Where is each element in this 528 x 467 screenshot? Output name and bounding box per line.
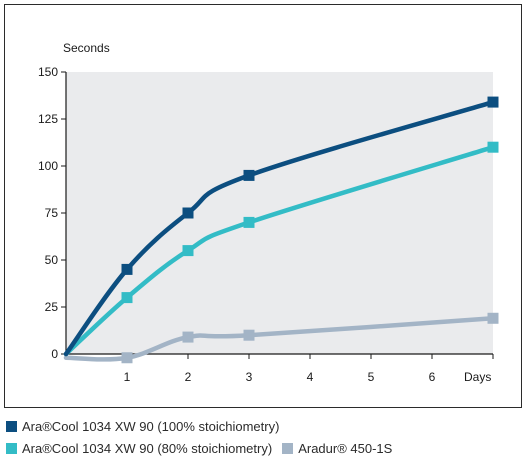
data-point — [182, 331, 194, 343]
data-point — [487, 312, 499, 324]
y-tick-label: 100 — [38, 159, 58, 173]
series-1 — [63, 141, 499, 357]
y-tick-label: 25 — [45, 300, 59, 314]
data-point — [182, 245, 194, 257]
series-layer — [63, 96, 499, 364]
y-tick-label: 0 — [51, 347, 58, 361]
series-line — [63, 99, 496, 357]
data-point — [243, 169, 255, 181]
legend-label: Ara®Cool 1034 XW 90 (80% stoichiometry) — [22, 441, 273, 456]
y-tick-label: 50 — [45, 253, 59, 267]
x-tick-label: 1 — [124, 370, 131, 384]
legend-swatch-icon — [6, 421, 17, 432]
data-point — [121, 263, 133, 275]
data-point — [487, 96, 499, 108]
data-point — [182, 207, 194, 219]
legend-row-1: Ara®Cool 1034 XW 90 (100% stoichiometry) — [6, 419, 289, 434]
x-tick-label: 5 — [368, 370, 375, 384]
series-0 — [63, 96, 499, 357]
legend-swatch-icon — [6, 443, 17, 454]
legend-label: Aradur® 450-1S — [298, 441, 393, 456]
chart-frame: Seconds Days 0 25 50 75 100 125 150 1 2 3 4 5 6 — [4, 4, 522, 408]
y-tick-label: 75 — [45, 206, 59, 220]
y-tick-label: 125 — [38, 112, 58, 126]
x-tick-label: 3 — [246, 370, 253, 384]
data-point — [121, 352, 133, 364]
x-tick-label: 2 — [185, 370, 192, 384]
series-line — [63, 144, 496, 357]
x-axis-label: Days — [464, 370, 491, 384]
legend-item-100-stoichiometry: Ara®Cool 1034 XW 90 (100% stoichiometry) — [6, 419, 279, 434]
data-point — [121, 292, 133, 304]
data-point — [487, 141, 499, 153]
legend-item-80-stoichiometry: Ara®Cool 1034 XW 90 (80% stoichiometry) — [6, 441, 272, 456]
data-point — [243, 216, 255, 228]
x-tick-label: 6 — [429, 370, 436, 384]
x-tick-label: 4 — [307, 370, 314, 384]
legend-label: Ara®Cool 1034 XW 90 (100% stoichiometry) — [22, 419, 280, 434]
legend-item-aradur: Aradur® 450-1S — [282, 441, 392, 456]
y-tick-label: 150 — [38, 65, 58, 79]
legend-swatch-icon — [282, 443, 294, 454]
series-2 — [63, 312, 499, 364]
data-point — [243, 329, 255, 341]
line-chart: Seconds Days 0 25 50 75 100 125 150 1 2 3 4 5 6 — [38, 41, 499, 384]
legend-row-2: Ara®Cool 1034 XW 90 (80% stoichiometry) … — [6, 441, 402, 456]
y-axis-label: Seconds — [63, 41, 110, 55]
